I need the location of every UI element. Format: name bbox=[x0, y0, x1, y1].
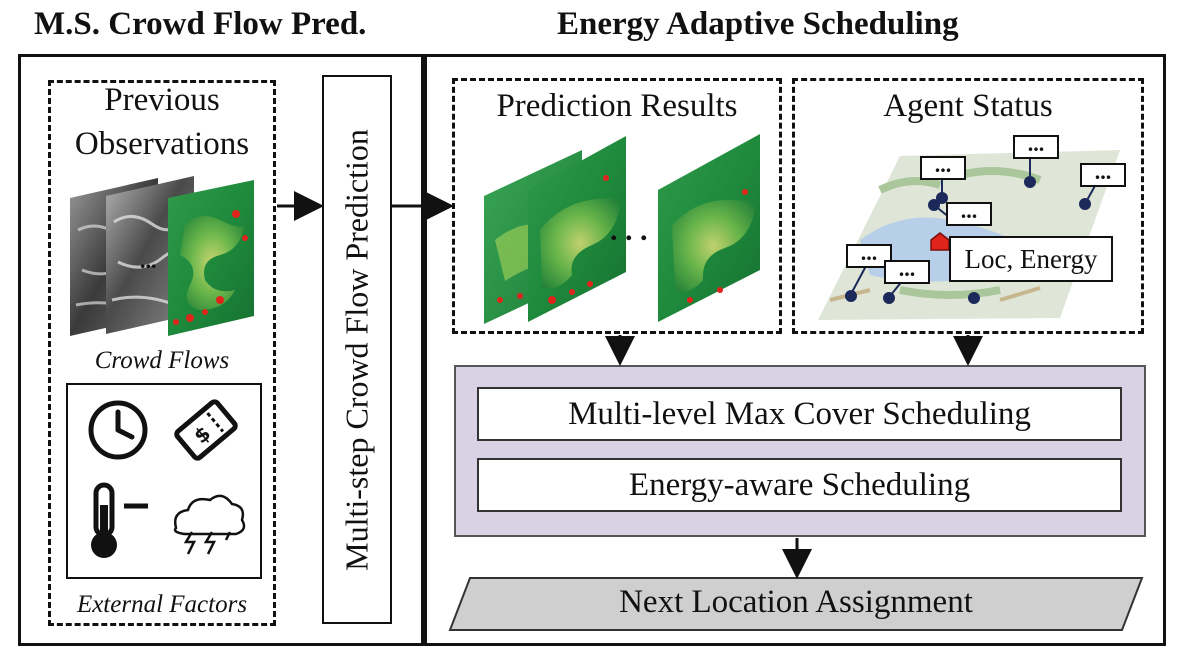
previous-observations-title-line2: Observations bbox=[74, 126, 250, 162]
agent-callout-1: ... bbox=[920, 154, 966, 180]
prediction-results-title: Prediction Results bbox=[496, 88, 738, 124]
left-section-frame bbox=[18, 54, 424, 646]
agent-callout-2: ... bbox=[1013, 133, 1059, 159]
observations-ellipsis: ... bbox=[140, 248, 157, 273]
agent-callout-5: ... bbox=[846, 242, 892, 268]
prediction-ellipsis: . . . bbox=[610, 214, 648, 247]
loc-energy-box: Loc, Energy bbox=[949, 236, 1113, 282]
agent-callout-6: ... bbox=[884, 258, 930, 284]
right-section-frame bbox=[424, 54, 1166, 646]
previous-observations-title-line1: Previous bbox=[104, 82, 220, 118]
energy-aware-scheduling-box: Energy-aware Scheduling bbox=[477, 458, 1122, 512]
agent-status-panel bbox=[792, 78, 1144, 334]
max-cover-scheduling-box: Multi-level Max Cover Scheduling bbox=[477, 387, 1122, 441]
prediction-module-box: Multi-step Crowd Flow Prediction bbox=[322, 75, 392, 624]
agent-callout-3: ... bbox=[1080, 161, 1126, 187]
previous-observations-panel bbox=[48, 80, 276, 626]
external-factors-box bbox=[66, 383, 262, 579]
crowd-flows-label: Crowd Flows bbox=[94, 347, 230, 374]
agent-callout-4: ... bbox=[946, 200, 992, 226]
right-section-title: Energy Adaptive Scheduling bbox=[557, 6, 959, 42]
next-location-assignment: Next Location Assignment bbox=[619, 584, 973, 620]
external-factors-label: External Factors bbox=[76, 591, 248, 618]
prediction-module-label: Multi-step Crowd Flow Prediction bbox=[338, 128, 375, 571]
left-section-title: M.S. Crowd Flow Pred. bbox=[34, 6, 367, 42]
agent-status-title: Agent Status bbox=[883, 88, 1053, 124]
